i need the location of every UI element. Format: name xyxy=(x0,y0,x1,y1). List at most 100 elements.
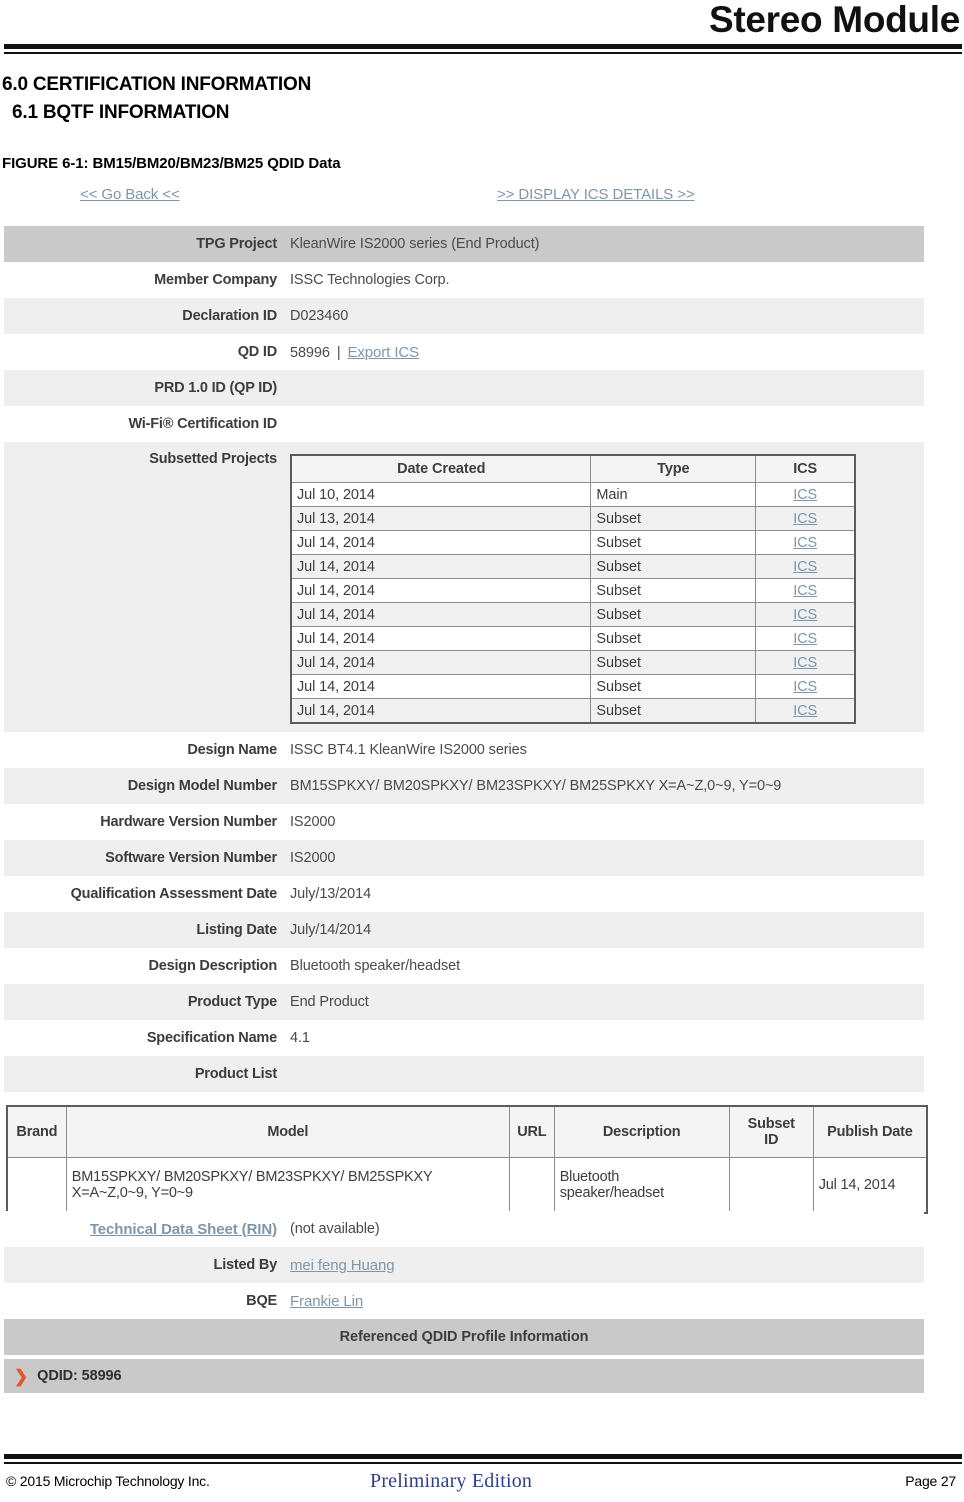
col-subset-id-line2: ID xyxy=(764,1132,779,1148)
section-heading: 6.0 CERTIFICATION INFORMATION xyxy=(2,74,312,95)
col-url: URL xyxy=(508,1105,555,1158)
col-subset-id: Subset ID xyxy=(728,1105,814,1158)
value-qualification-assessment-date: July/13/2014 xyxy=(290,886,372,902)
label-declaration-id: Declaration ID xyxy=(182,308,277,324)
footer-copyright: © 2015 Microchip Technology Inc. xyxy=(6,1473,210,1489)
cell-type: Subset xyxy=(590,626,757,651)
value-product-type: End Product xyxy=(290,994,369,1010)
header-rule xyxy=(4,44,962,54)
cell-brand xyxy=(6,1157,67,1214)
footer-page-number: Page 27 xyxy=(905,1473,956,1489)
table-row: Jul 10, 2014 Main ICS xyxy=(290,482,856,507)
cell-date: Jul 14, 2014 xyxy=(290,674,592,699)
cell-date: Jul 14, 2014 xyxy=(290,578,592,603)
label-design-description: Design Description xyxy=(148,958,277,974)
label-product-type: Product Type xyxy=(187,994,277,1010)
row-declaration-id: Declaration ID D023460 xyxy=(4,298,924,334)
value-design-model-number: BM15SPKXY/ BM20SPKXY/ BM23SPKXY/ BM25SPK… xyxy=(290,778,782,794)
cell-ics[interactable]: ICS xyxy=(755,698,856,724)
row-listing-date: Listing Date July/14/2014 xyxy=(4,912,924,948)
value-hardware-version: IS2000 xyxy=(290,814,336,830)
qdid-screenshot: << Go Back << >> DISPLAY ICS DETAILS >> … xyxy=(0,178,964,1393)
ics-link[interactable]: ICS xyxy=(793,654,818,671)
ics-link[interactable]: ICS xyxy=(793,486,818,503)
table-row: Jul 14, 2014 Subset ICS xyxy=(290,698,856,724)
label-subsetted-projects: Subsetted Projects xyxy=(149,451,277,467)
footer-edition: Preliminary Edition xyxy=(370,1470,533,1492)
label-design-model-number: Design Model Number xyxy=(127,778,277,794)
row-design-model-number: Design Model Number BM15SPKXY/ BM20SPKXY… xyxy=(4,768,924,804)
label-software-version: Software Version Number xyxy=(105,850,277,866)
cell-ics[interactable]: ICS xyxy=(755,578,856,603)
top-links-bar: << Go Back << >> DISPLAY ICS DETAILS >> xyxy=(0,178,964,208)
figure-caption: FIGURE 6-1: BM15/BM20/BM23/BM25 QDID Dat… xyxy=(2,155,341,172)
product-list-table: Brand Model URL Description Subset ID Pu… xyxy=(6,1105,928,1214)
value-listing-date: July/14/2014 xyxy=(290,922,372,938)
table-row: Jul 14, 2014 Subset ICS xyxy=(290,674,856,699)
ics-link[interactable]: ICS xyxy=(793,558,818,575)
ics-link[interactable]: ICS xyxy=(793,582,818,599)
export-ics-link[interactable]: Export ICS xyxy=(347,343,420,361)
row-specification-name: Specification Name 4.1 xyxy=(4,1020,924,1056)
label-tpg-project: TPG Project xyxy=(196,236,277,252)
row-wifi-cert-id: Wi-Fi® Certification ID xyxy=(4,406,924,442)
display-ics-details-link[interactable]: >> DISPLAY ICS DETAILS >> xyxy=(497,186,695,203)
table-row: Jul 14, 2014 Subset ICS xyxy=(290,578,856,603)
cell-ics[interactable]: ICS xyxy=(755,650,856,675)
footer-rule xyxy=(4,1454,962,1464)
value-qd-id: 58996 xyxy=(290,344,330,361)
ics-link[interactable]: ICS xyxy=(793,678,818,695)
row-qualification-assessment-date: Qualification Assessment Date July/13/20… xyxy=(4,876,924,912)
go-back-link[interactable]: << Go Back << xyxy=(80,186,180,203)
subsetted-projects-body: Jul 10, 2014 Main ICS Jul 13, 2014 Subse… xyxy=(290,482,856,724)
cell-date: Jul 14, 2014 xyxy=(290,554,592,579)
cell-type: Subset xyxy=(590,674,757,699)
cell-url xyxy=(508,1157,555,1214)
cell-description: Bluetooth speaker/headset xyxy=(553,1157,730,1214)
col-description: Description xyxy=(553,1105,730,1158)
cell-type: Subset xyxy=(590,602,757,627)
listed-by-link[interactable]: mei feng Huang xyxy=(290,1256,395,1274)
cell-ics[interactable]: ICS xyxy=(755,626,856,651)
cell-publish-date: Jul 14, 2014 xyxy=(812,1157,928,1214)
value-specification-name: 4.1 xyxy=(290,1030,310,1046)
col-type: Type xyxy=(590,454,757,483)
cell-type: Subset xyxy=(590,530,757,555)
cell-ics[interactable]: ICS xyxy=(755,602,856,627)
ics-link[interactable]: ICS xyxy=(793,702,818,719)
cell-ics[interactable]: ICS xyxy=(755,674,856,699)
label-design-name: Design Name xyxy=(187,742,277,758)
cell-date: Jul 14, 2014 xyxy=(290,626,592,651)
cell-date: Jul 14, 2014 xyxy=(290,698,592,724)
technical-data-sheet-link[interactable]: Technical Data Sheet (RIN) xyxy=(89,1220,277,1238)
page-footer: © 2015 Microchip Technology Inc. Prelimi… xyxy=(0,1470,964,1497)
row-qd-id: QD ID 58996 | Export ICS xyxy=(4,334,924,370)
col-brand: Brand xyxy=(6,1105,67,1158)
table-row: Jul 14, 2014 Subset ICS xyxy=(290,626,856,651)
cell-ics[interactable]: ICS xyxy=(755,506,856,531)
page-header-title: Stereo Module xyxy=(708,0,960,40)
row-member-company: Member Company ISSC Technologies Corp. xyxy=(4,262,924,298)
table-row: Jul 14, 2014 Subset ICS xyxy=(290,650,856,675)
cell-model-line1: BM15SPKXY/ BM20SPKXY/ BM23SPKXY/ BM25SPK… xyxy=(71,1169,433,1185)
cell-ics[interactable]: ICS xyxy=(755,554,856,579)
cell-ics[interactable]: ICS xyxy=(755,482,856,507)
bqe-link[interactable]: Frankie Lin xyxy=(290,1292,364,1310)
qdid-entry-label: QDID: 58996 xyxy=(37,1368,122,1384)
qdid-entry-row[interactable]: ❯ QDID: 58996 xyxy=(4,1359,924,1393)
cell-ics[interactable]: ICS xyxy=(755,530,856,555)
cell-type: Subset xyxy=(590,698,757,724)
chevron-right-icon: ❯ xyxy=(14,1366,29,1386)
ics-link[interactable]: ICS xyxy=(793,606,818,623)
value-tpg-project: KleanWire IS2000 series (End Product) xyxy=(290,236,540,252)
value-bqe: Frankie Lin xyxy=(283,1293,924,1310)
ics-link[interactable]: ICS xyxy=(793,510,818,527)
row-product-list: Product List xyxy=(4,1056,924,1092)
ics-link[interactable]: ICS xyxy=(793,630,818,647)
table-row: BM15SPKXY/ BM20SPKXY/ BM23SPKXY/ BM25SPK… xyxy=(6,1157,928,1214)
cell-date: Jul 14, 2014 xyxy=(290,650,592,675)
ics-link[interactable]: ICS xyxy=(793,534,818,551)
col-subset-id-line1: Subset xyxy=(747,1116,795,1132)
col-publish-date: Publish Date xyxy=(812,1105,928,1158)
table-header-row: Date Created Type ICS xyxy=(290,454,856,483)
